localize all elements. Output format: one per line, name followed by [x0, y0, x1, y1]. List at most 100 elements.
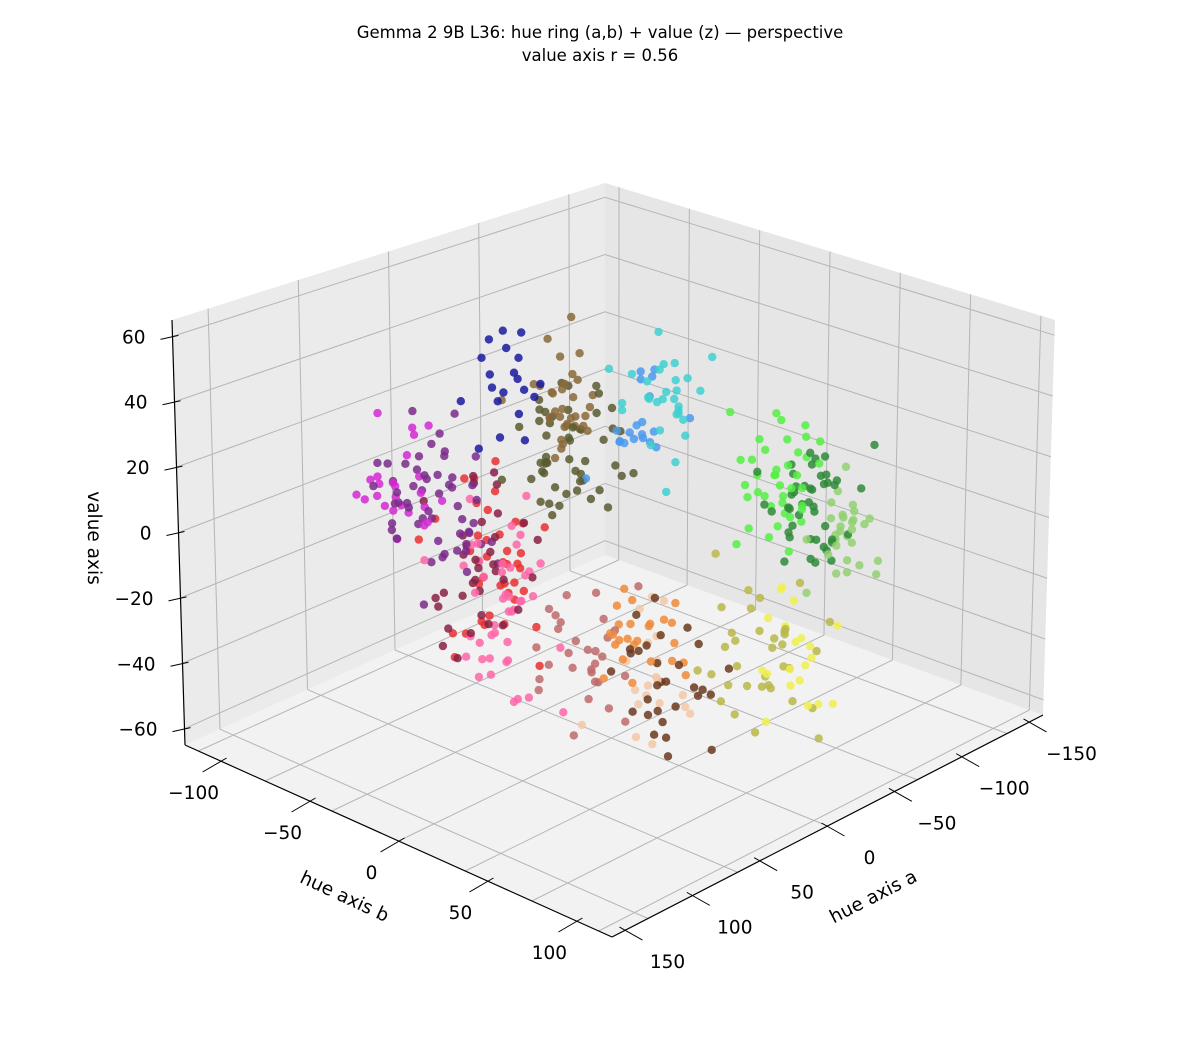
data-point [711, 549, 720, 558]
data-point [569, 731, 578, 740]
data-point [469, 471, 478, 481]
data-point [606, 667, 616, 676]
data-point [636, 367, 645, 376]
data-point [747, 455, 757, 464]
data-point [392, 534, 402, 543]
grid-line-z-left [182, 483, 606, 664]
data-point [599, 674, 608, 683]
data-point [828, 535, 837, 544]
data-point [472, 495, 481, 505]
data-point [419, 600, 429, 609]
z-tick-label: 40 [124, 393, 148, 414]
data-point [516, 549, 526, 558]
data-point [504, 607, 513, 616]
data-point [732, 662, 742, 671]
data-point [814, 734, 823, 743]
data-point [634, 700, 643, 709]
a-tick-mark [955, 753, 980, 768]
data-point [760, 491, 769, 501]
data-point [857, 484, 866, 493]
data-point [716, 697, 726, 706]
data-point [460, 474, 469, 483]
data-point [617, 406, 627, 415]
data-point [444, 480, 454, 489]
data-point [450, 409, 459, 418]
data-point [814, 700, 823, 709]
z-tick-label: −20 [114, 589, 153, 610]
z-tick-mark [170, 661, 189, 667]
data-point [498, 559, 507, 569]
data-point [661, 677, 671, 686]
data-point [594, 389, 604, 398]
data-point [671, 702, 680, 711]
data-point [797, 484, 807, 493]
data-point [542, 431, 551, 440]
data-point [519, 518, 529, 528]
data-point [797, 517, 806, 526]
data-point [812, 646, 821, 656]
data-point [556, 643, 565, 652]
data-point [761, 445, 770, 455]
grid-line-z-right [604, 311, 1052, 458]
a-tick-label: 150 [650, 952, 685, 973]
data-point [599, 614, 608, 624]
data-point [632, 610, 641, 619]
data-point [484, 335, 494, 344]
data-point [373, 458, 382, 468]
grid-line-z-right [604, 196, 1055, 336]
b-tick-mark [202, 757, 227, 773]
data-point [770, 634, 779, 643]
grid-line-z-right [604, 482, 1046, 640]
data-point [801, 421, 810, 430]
data-point [548, 511, 557, 520]
data-point [557, 385, 567, 394]
data-point [502, 657, 511, 667]
a-tick-mark [888, 787, 913, 802]
data-point [816, 437, 825, 446]
data-point [383, 459, 392, 468]
data-point [681, 431, 690, 440]
data-point [698, 685, 707, 694]
data-point [755, 593, 765, 603]
data-point [512, 540, 521, 549]
data-point [617, 398, 627, 408]
data-point [629, 469, 638, 478]
data-point [778, 498, 787, 508]
data-point [797, 634, 806, 643]
data-point [424, 421, 433, 430]
data-point [638, 433, 648, 443]
data-point [646, 441, 655, 450]
data-point [830, 480, 839, 490]
data-point [785, 665, 795, 674]
grid-line-z-left [172, 196, 606, 337]
data-point [540, 523, 549, 532]
data-point [855, 561, 864, 570]
data-point [656, 631, 665, 640]
data-point [455, 529, 465, 538]
data-point [513, 374, 522, 384]
data-point [545, 413, 554, 422]
grid-line-b-floor [569, 570, 1008, 734]
data-point [736, 455, 745, 465]
data-point [444, 624, 453, 633]
data-point [566, 414, 576, 423]
data-point [567, 312, 576, 322]
data-point [599, 435, 608, 444]
data-point [848, 500, 858, 510]
data-point [592, 381, 601, 391]
data-point [524, 693, 534, 702]
data-point [604, 364, 614, 373]
data-point [659, 615, 669, 624]
z-tick-mark [168, 596, 187, 602]
data-point [772, 465, 781, 474]
data-point [681, 702, 690, 712]
data-point [865, 514, 874, 523]
data-point [581, 456, 590, 466]
data-point [670, 638, 679, 648]
data-point [685, 709, 695, 718]
grid-line-z-left [184, 540, 606, 730]
data-point [502, 343, 511, 353]
data-point [416, 488, 425, 498]
data-point [468, 481, 477, 490]
data-point [535, 675, 544, 684]
